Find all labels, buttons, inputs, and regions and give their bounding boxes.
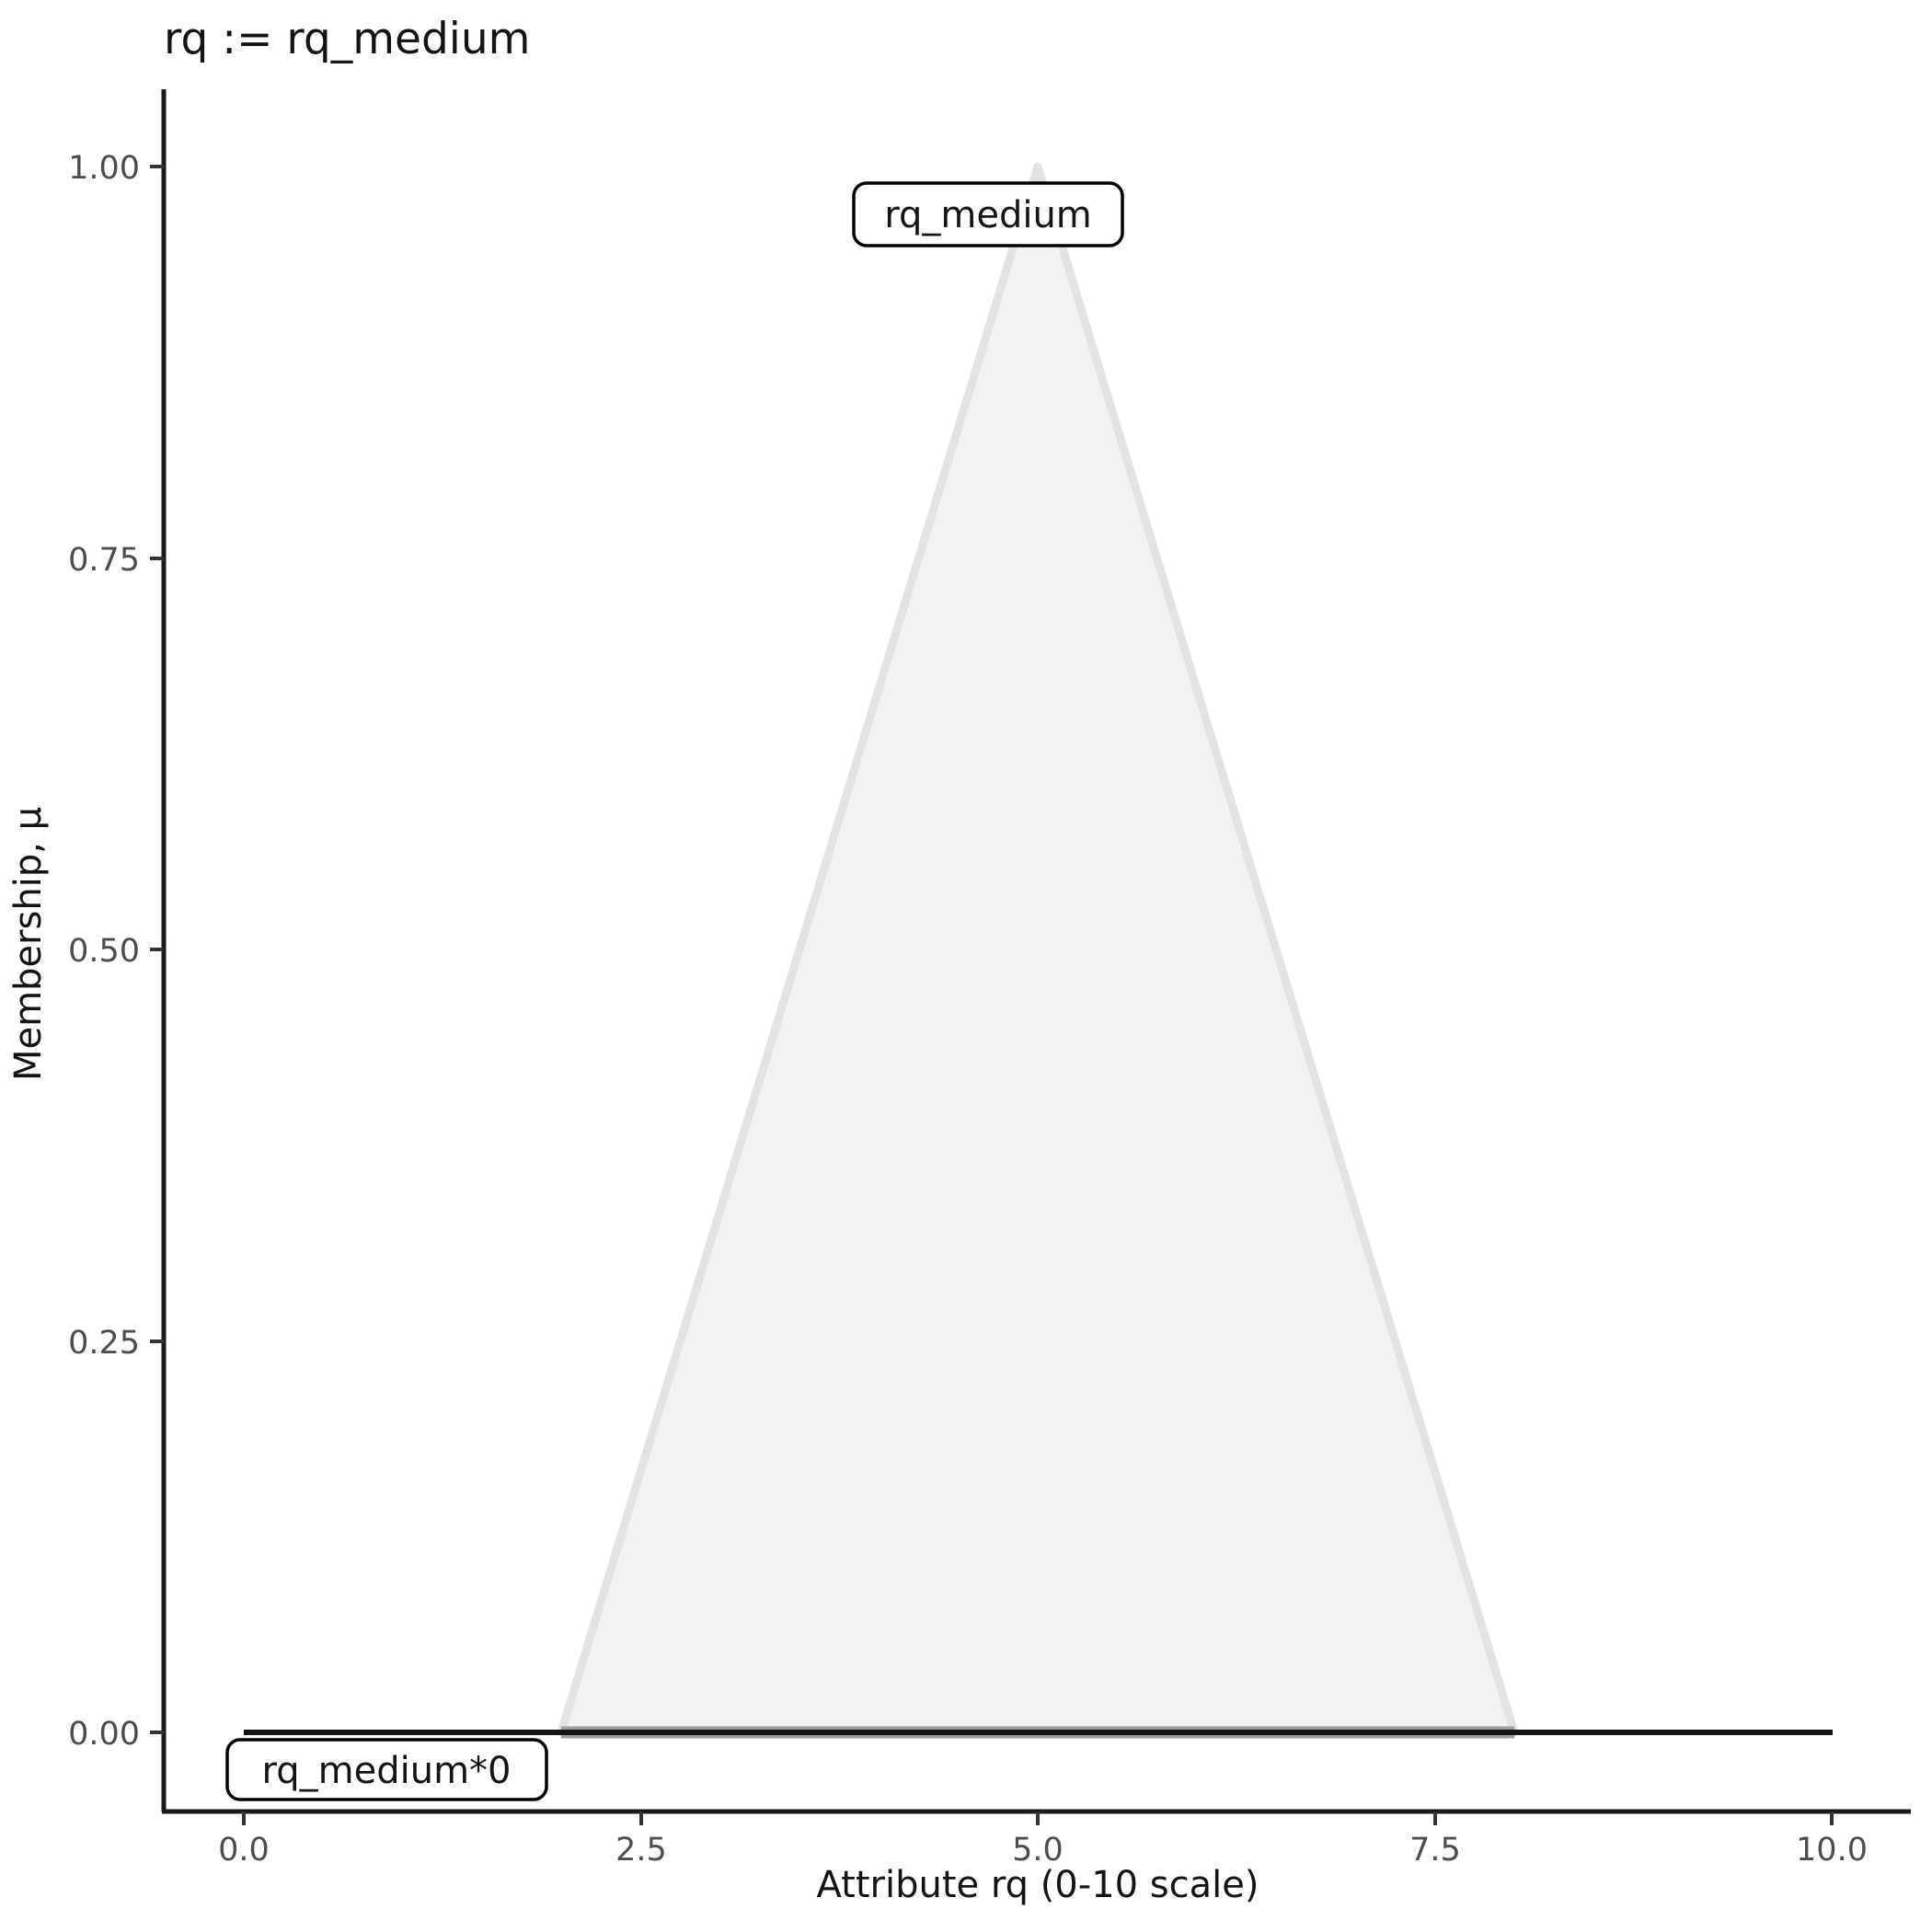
annotation-rq-medium: rq_medium — [852, 181, 1124, 247]
x-tick-label-7.5: 7.5 — [1409, 1832, 1461, 1869]
annotation-rq-medium-times-zero: rq_medium*0 — [225, 1738, 548, 1801]
y-tick-label-0.00: 0.00 — [68, 1716, 140, 1753]
x-tick-label-10.0: 10.0 — [1796, 1832, 1868, 1869]
x-tick-label-5.0: 5.0 — [1012, 1832, 1064, 1869]
y-tick-label-1.00: 1.00 — [68, 150, 140, 187]
rq-medium-times-zero-label: rq_medium*0 — [262, 1750, 512, 1792]
y-axis: 1.00 0.75 0.50 0.25 0.00 Membership, μ — [7, 89, 167, 1811]
x-axis-title: Attribute rq (0-10 scale) — [817, 1864, 1259, 1906]
y-tick-label-0.75: 0.75 — [68, 542, 140, 579]
x-tick-label-2.5: 2.5 — [615, 1832, 667, 1869]
rq-medium-times-zero-label-box — [225, 1738, 548, 1801]
x-tick-label-0.0: 0.0 — [218, 1832, 270, 1869]
rq-medium-label: rq_medium — [884, 194, 1092, 236]
y-tick-label-0.50: 0.50 — [68, 933, 140, 970]
y-axis-title: Membership, μ — [7, 807, 50, 1081]
plot-title: rq := rq_medium — [164, 14, 530, 64]
rq-medium-label-box — [852, 181, 1124, 247]
x-axis: 0.0 2.5 5.0 7.5 10.0 Attribute rq (0-10 … — [162, 1809, 1911, 1906]
y-tick-label-0.25: 0.25 — [68, 1325, 140, 1362]
